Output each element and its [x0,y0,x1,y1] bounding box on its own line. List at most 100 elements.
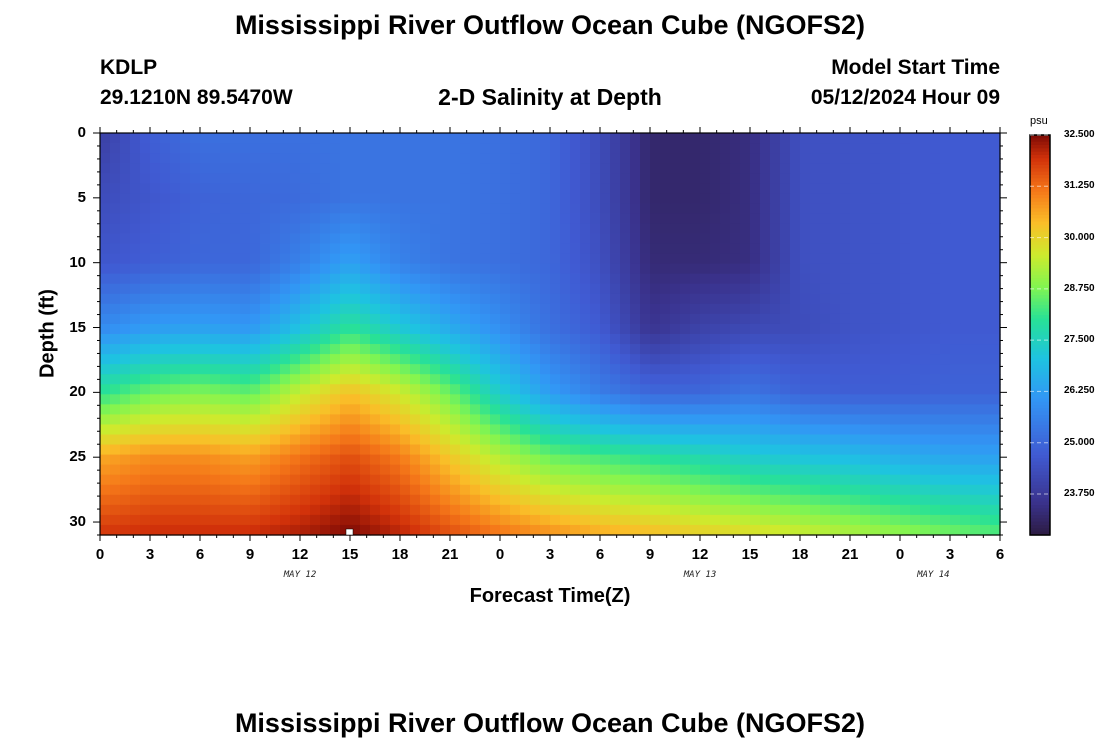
heatmap-cell [790,344,801,355]
heatmap-cell [130,454,141,466]
heatmap-cell [180,283,191,295]
heatmap-cell [770,334,781,345]
heatmap-cell [570,283,581,295]
heatmap-cell [150,434,161,446]
heatmap-cell [190,484,201,496]
colorbar [1029,134,1051,536]
heatmap-cell [630,434,641,446]
heatmap-cell [680,183,691,194]
heatmap-cell [200,253,211,265]
heatmap-cell [920,163,931,174]
heatmap-cell [990,303,1001,315]
heatmap-cell [620,133,631,144]
heatmap-cell [700,303,711,315]
heatmap-cell [590,313,601,325]
heatmap-cell [250,313,261,325]
heatmap-cell [190,133,201,144]
heatmap-cell [140,514,151,526]
colorbar-tick-label: 30.000 [1064,231,1095,243]
heatmap-cell [630,454,641,466]
heatmap-cell [260,374,271,385]
heatmap-cell [160,354,171,365]
heatmap-cell [390,313,401,325]
heatmap-cell [800,504,811,516]
heatmap-cell [900,504,911,516]
heatmap-cell [540,293,551,305]
heatmap-cell [680,334,691,345]
heatmap-cell [310,133,321,144]
heatmap-cell [490,354,501,365]
heatmap-cell [340,213,351,225]
heatmap-cell [300,464,311,476]
heatmap-cell [950,203,961,214]
heatmap-cell [700,334,711,345]
heatmap-cell [530,344,541,355]
heatmap-cell [860,193,871,204]
heatmap-cell [460,153,471,164]
heatmap-cell [200,504,211,516]
heatmap-cell [820,203,831,214]
heatmap-cell [590,504,601,516]
heatmap-cell [450,163,461,174]
heatmap-cell [360,334,371,345]
heatmap-cell [980,464,991,476]
heatmap-cell [430,394,441,405]
heatmap-cell [850,313,861,325]
heatmap-cell [620,434,631,446]
heatmap-cell [240,133,251,144]
heatmap-cell [400,143,411,154]
heatmap-cell [230,193,241,204]
heatmap-cell [440,524,451,536]
heatmap-cell [180,344,191,355]
colorbar-segment [1030,268,1050,273]
heatmap-cell [450,263,461,275]
heatmap-cell [700,153,711,164]
heatmap-cell [320,303,331,315]
heatmap-cell [760,183,771,194]
heatmap-cell [740,233,751,245]
heatmap-cell [710,414,721,426]
heatmap-cell [810,504,821,516]
heatmap-cell [870,163,881,174]
heatmap-cell [420,293,431,305]
heatmap-cell [740,263,751,275]
heatmap-cell [310,293,321,305]
heatmap-cell [120,354,131,365]
heatmap-cell [960,253,971,265]
heatmap-cell [270,233,281,245]
heatmap-cell [320,283,331,295]
heatmap-cell [930,243,941,255]
colorbar-segment [1030,138,1050,143]
heatmap-cell [950,364,961,375]
heatmap-cell [140,414,151,426]
heatmap-cell [600,233,611,245]
heatmap-cell [130,283,141,295]
heatmap-cell [890,494,901,506]
heatmap-cell [810,163,821,174]
heatmap-cell [830,404,841,415]
heatmap-cell [320,364,331,375]
heatmap-cell [650,434,661,446]
heatmap-cell [180,213,191,225]
heatmap-cell [910,133,921,144]
heatmap-cell [340,364,351,375]
heatmap-cell [340,163,351,174]
heatmap-cell [560,323,571,335]
heatmap-cell [920,273,931,285]
heatmap-cell [550,133,561,144]
heatmap-cell [140,524,151,536]
heatmap-cell [440,323,451,335]
heatmap-cell [150,384,161,395]
heatmap-cell [610,133,621,144]
heatmap-cell [520,434,531,446]
heatmap-cell [800,243,811,255]
heatmap-cell [670,334,681,345]
heatmap-cell [580,494,591,506]
heatmap-cell [720,334,731,345]
heatmap-cell [970,464,981,476]
heatmap-cell [580,364,591,375]
heatmap-cell [670,243,681,255]
heatmap-cell [780,354,791,365]
heatmap-cell [790,424,801,436]
heatmap-cell [750,193,761,204]
